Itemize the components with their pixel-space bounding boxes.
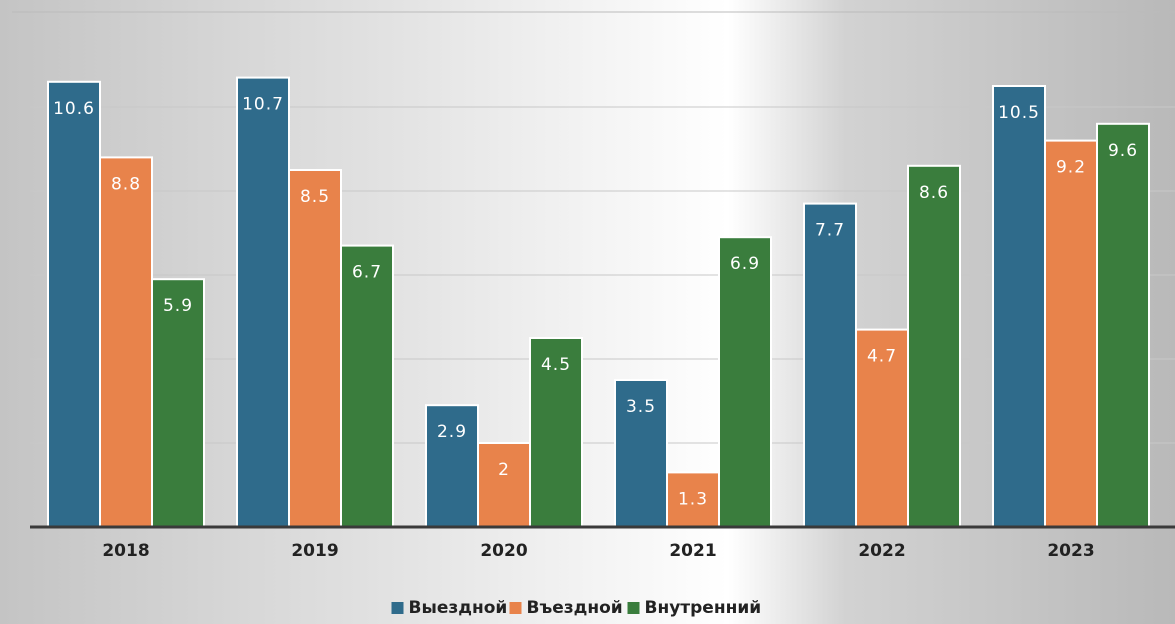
bar — [992, 85, 1046, 528]
x-tick-label: 2022 — [858, 541, 905, 561]
data-label: 5.9 — [163, 296, 193, 316]
legend-label: Выездной — [409, 598, 508, 618]
data-label: 10.5 — [998, 103, 1040, 123]
x-tick-label: 2020 — [480, 541, 527, 561]
legend-swatch — [391, 602, 404, 614]
data-label: 9.2 — [1056, 158, 1086, 178]
data-label: 10.7 — [242, 95, 284, 115]
bar — [236, 76, 290, 528]
data-label: 10.6 — [53, 99, 95, 119]
bar — [340, 244, 394, 528]
bar — [47, 80, 101, 529]
legend-label: Внутренний — [645, 598, 762, 618]
x-tick-label: 2023 — [1047, 541, 1094, 561]
data-label: 9.6 — [1108, 141, 1138, 161]
data-label: 3.5 — [626, 397, 656, 417]
x-tick-label: 2021 — [669, 541, 716, 561]
data-label: 1.3 — [678, 489, 708, 509]
data-label: 2.9 — [437, 422, 467, 442]
x-tick-label: 2019 — [291, 541, 338, 561]
bar — [1044, 139, 1098, 528]
bar — [718, 236, 772, 528]
data-label: 2 — [498, 460, 510, 480]
bar — [907, 164, 961, 529]
data-label: 6.7 — [352, 263, 382, 283]
x-tick-label: 2018 — [102, 541, 149, 561]
data-label: 4.7 — [867, 347, 897, 367]
bar — [99, 156, 153, 528]
bar — [477, 442, 531, 528]
data-label: 8.6 — [919, 183, 949, 203]
data-label: 8.5 — [300, 187, 330, 207]
data-label: 6.9 — [730, 254, 760, 274]
legend-swatch — [509, 602, 522, 614]
bar — [1096, 122, 1150, 529]
data-label: 4.5 — [541, 355, 571, 375]
legend-label: Въездной — [527, 598, 623, 618]
bar — [151, 278, 205, 529]
bar — [803, 202, 857, 528]
data-label: 8.8 — [111, 174, 141, 194]
bar — [288, 169, 342, 528]
data-label: 7.7 — [815, 221, 845, 241]
legend-swatch — [627, 602, 640, 614]
